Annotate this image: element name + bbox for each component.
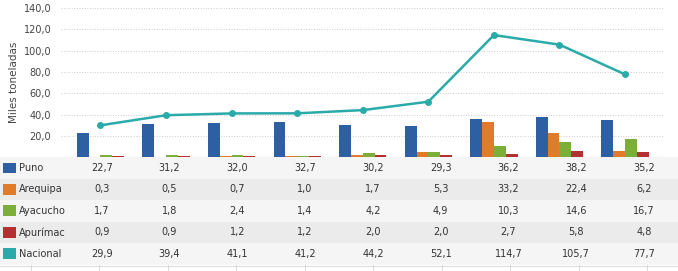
Bar [625, 139, 637, 157]
Bar [405, 126, 416, 157]
Bar [482, 122, 494, 157]
Text: 114,7: 114,7 [495, 249, 522, 259]
Bar [428, 152, 440, 157]
Bar [416, 151, 428, 157]
Y-axis label: Miles toneladas: Miles toneladas [9, 42, 20, 123]
Text: 1,7: 1,7 [365, 184, 380, 194]
Text: Arequipa: Arequipa [19, 184, 63, 194]
Bar [166, 155, 178, 157]
Bar [273, 122, 285, 157]
Bar [208, 123, 220, 157]
Text: 4,9: 4,9 [433, 206, 448, 216]
Bar [297, 156, 309, 157]
Text: 32,7: 32,7 [294, 163, 316, 173]
Bar [339, 125, 351, 157]
FancyBboxPatch shape [3, 249, 16, 259]
Text: 10,3: 10,3 [498, 206, 519, 216]
Text: 0,9: 0,9 [94, 227, 109, 237]
Text: 0,9: 0,9 [162, 227, 177, 237]
Bar [351, 155, 363, 157]
Text: 2,0: 2,0 [433, 227, 448, 237]
Bar [471, 119, 482, 157]
Text: 41,2: 41,2 [294, 249, 316, 259]
Bar [285, 156, 297, 157]
Text: 1,8: 1,8 [162, 206, 177, 216]
FancyBboxPatch shape [3, 227, 16, 238]
Bar [536, 117, 548, 157]
Text: 33,2: 33,2 [498, 184, 519, 194]
Text: 22,4: 22,4 [565, 184, 587, 194]
Text: 77,7: 77,7 [633, 249, 655, 259]
Bar [548, 133, 559, 157]
Text: 1,7: 1,7 [94, 206, 109, 216]
Text: 1,4: 1,4 [298, 206, 313, 216]
Text: 16,7: 16,7 [633, 206, 655, 216]
Text: 29,3: 29,3 [430, 163, 452, 173]
Text: 2,7: 2,7 [500, 227, 517, 237]
Bar [178, 156, 190, 157]
Text: 44,2: 44,2 [362, 249, 384, 259]
Bar [601, 120, 614, 157]
Text: 36,2: 36,2 [498, 163, 519, 173]
Text: 4,2: 4,2 [365, 206, 380, 216]
Text: 0,7: 0,7 [230, 184, 245, 194]
Text: 22,7: 22,7 [91, 163, 113, 173]
Text: 2,4: 2,4 [230, 206, 245, 216]
Bar [220, 156, 232, 157]
FancyBboxPatch shape [3, 184, 16, 195]
Bar [494, 146, 506, 157]
FancyBboxPatch shape [3, 205, 16, 216]
Text: 0,5: 0,5 [162, 184, 177, 194]
FancyBboxPatch shape [0, 243, 678, 264]
Bar [363, 153, 374, 157]
Text: 5,8: 5,8 [569, 227, 584, 237]
Text: Puno: Puno [19, 163, 43, 173]
Bar [142, 124, 154, 157]
Text: Nacional: Nacional [19, 249, 61, 259]
Text: 38,2: 38,2 [565, 163, 587, 173]
Text: 6,2: 6,2 [637, 184, 652, 194]
FancyBboxPatch shape [0, 222, 678, 243]
Text: 35,2: 35,2 [633, 163, 655, 173]
Bar [100, 155, 112, 157]
Bar [232, 155, 243, 157]
FancyBboxPatch shape [0, 157, 678, 179]
Text: Apurímac: Apurímac [19, 227, 66, 238]
Text: Ayacucho: Ayacucho [19, 206, 66, 216]
Text: 105,7: 105,7 [562, 249, 591, 259]
Text: 39,4: 39,4 [159, 249, 180, 259]
Bar [112, 156, 124, 157]
Bar [506, 154, 517, 157]
Bar [243, 156, 255, 157]
Text: 52,1: 52,1 [430, 249, 452, 259]
Text: 1,0: 1,0 [298, 184, 313, 194]
Text: 2,0: 2,0 [365, 227, 380, 237]
Text: 0,3: 0,3 [94, 184, 109, 194]
Text: 32,0: 32,0 [226, 163, 248, 173]
Bar [374, 155, 386, 157]
Bar [572, 151, 583, 157]
Text: 4,8: 4,8 [637, 227, 652, 237]
Text: 5,3: 5,3 [433, 184, 448, 194]
Text: 29,9: 29,9 [91, 249, 113, 259]
Bar [559, 142, 572, 157]
Bar [309, 156, 321, 157]
FancyBboxPatch shape [3, 163, 16, 173]
Bar [77, 133, 89, 157]
Text: 1,2: 1,2 [298, 227, 313, 237]
Text: 31,2: 31,2 [159, 163, 180, 173]
Text: 41,1: 41,1 [226, 249, 248, 259]
Text: 1,2: 1,2 [230, 227, 245, 237]
Text: 30,2: 30,2 [362, 163, 384, 173]
Text: 14,6: 14,6 [565, 206, 587, 216]
FancyBboxPatch shape [0, 179, 678, 200]
FancyBboxPatch shape [0, 200, 678, 222]
Bar [440, 155, 452, 157]
Bar [614, 151, 625, 157]
Bar [637, 152, 649, 157]
